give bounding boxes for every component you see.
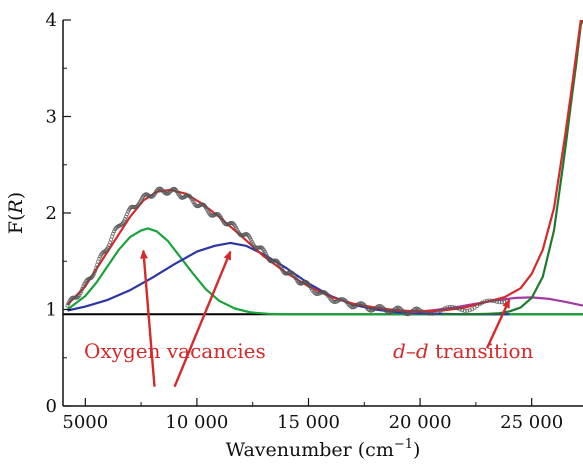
data-point (159, 187, 164, 192)
y-axis-title: F(R) (5, 192, 27, 234)
scatter-series-measured (65, 186, 509, 317)
data-point (425, 311, 430, 316)
data-point (489, 298, 494, 303)
y-tick-label: 1 (46, 300, 57, 321)
data-point (97, 256, 102, 261)
data-point (278, 264, 283, 269)
annotation-arrow-1 (173, 250, 232, 388)
data-point (497, 300, 502, 305)
x-axis-title: Wavenumber (cm−1) (226, 437, 421, 461)
data-point (263, 251, 268, 256)
annotation-oxygen-vacancies: Oxygen vacancies (84, 339, 266, 363)
data-point (277, 262, 282, 267)
x-tick-label: 25 000 (500, 412, 563, 433)
data-point (231, 221, 236, 226)
data-point (460, 308, 465, 313)
annotations: Oxygen vacancies d–d transition (84, 249, 534, 388)
data-point (427, 311, 432, 316)
data-point (482, 299, 487, 304)
data-point (248, 237, 253, 242)
data-point (259, 245, 264, 250)
data-point (452, 305, 457, 310)
data-point (81, 284, 86, 289)
x-tick-label: 10 000 (165, 412, 228, 433)
data-point (89, 275, 94, 280)
data-point (465, 308, 470, 313)
data-point (484, 298, 489, 303)
x-tick-label: 15 000 (277, 412, 340, 433)
data-point (65, 303, 70, 308)
data-point (78, 291, 83, 296)
data-point (249, 239, 254, 244)
annotation-d-d-transition: d–d transition (393, 339, 534, 363)
data-point (487, 298, 492, 303)
data-point (125, 212, 130, 217)
data-point (150, 194, 155, 199)
data-point (462, 308, 467, 313)
series-line-4 (442, 20, 583, 316)
data-point (112, 229, 117, 234)
data-point (172, 186, 177, 191)
data-point (75, 295, 80, 300)
data-point (368, 308, 373, 313)
data-point (430, 311, 435, 316)
x-tick-label: 20 000 (389, 412, 452, 433)
data-point (66, 301, 71, 306)
series-line-3 (408, 296, 583, 314)
y-tick-label: 3 (46, 107, 57, 128)
x-tick-label: 5000 (62, 412, 108, 433)
data-point (80, 286, 85, 291)
data-point (166, 191, 171, 196)
data-point (79, 289, 84, 294)
annotation-arrow-0 (140, 249, 156, 387)
data-point (247, 235, 252, 240)
data-point (494, 299, 499, 304)
data-point (122, 219, 127, 224)
series-line-2 (67, 241, 510, 316)
data-point (262, 249, 267, 254)
data-point (447, 304, 452, 309)
axes: 0 1 2 3 4 5000 10 000 15 000 20 000 25 000 (46, 10, 583, 433)
data-point (492, 299, 497, 304)
data-point (445, 305, 450, 310)
data-point (126, 209, 131, 214)
y-tick-label: 4 (46, 10, 57, 31)
y-tick-label: 0 (46, 396, 57, 417)
data-point (106, 245, 111, 250)
data-point (91, 273, 96, 278)
plot-area (63, 20, 583, 317)
y-tick-label: 2 (46, 203, 57, 224)
annotation-arrow-2 (485, 298, 511, 349)
series-line-1 (66, 227, 583, 316)
data-point (450, 304, 455, 309)
